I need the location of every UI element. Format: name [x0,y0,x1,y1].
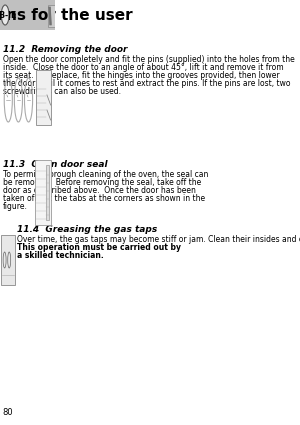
Text: a skilled technician.: a skilled technician. [16,251,103,260]
Ellipse shape [1,5,9,25]
Bar [36,70,51,125]
Text: inside.  Close the door to an angle of about 45°, lift it and remove it from: inside. Close the door to an angle of ab… [3,63,283,72]
Text: screwdrivers can also be used.: screwdrivers can also be used. [3,87,121,96]
Text: be removed.  Before removing the seal, take off the: be removed. Before removing the seal, ta… [3,178,201,187]
Bar [46,165,49,220]
Text: Over time, the gas taps may become stiff or jam. Clean their insides and change : Over time, the gas taps may become stiff… [16,235,300,244]
Text: taken off, lift the tabs at the corners as shown in the: taken off, lift the tabs at the corners … [3,194,205,203]
Text: the door until it comes to rest and extract the pins. If the pins are lost, two: the door until it comes to rest and extr… [3,79,290,88]
Text: its seat.  To replace, fit the hinges into the grooves provided, then lower: its seat. To replace, fit the hinges int… [3,71,279,80]
Text: This operation must be carried out by: This operation must be carried out by [16,243,181,252]
Text: 11.3  Oven door seal: 11.3 Oven door seal [3,160,107,169]
Bar [1,235,15,285]
Text: To permit thorough cleaning of the oven, the seal can: To permit thorough cleaning of the oven,… [3,170,208,179]
Text: Open the door completely and fit the pins (supplied) into the holes from the: Open the door completely and fit the pin… [3,55,295,64]
Text: Instructions for the user: Instructions for the user [0,8,132,23]
Text: 11.4  Greasing the gas taps: 11.4 Greasing the gas taps [16,225,157,234]
Text: 11.2  Removing the door: 11.2 Removing the door [3,45,127,54]
Text: figure.: figure. [3,202,28,211]
Text: door as described above.  Once the door has been: door as described above. Once the door h… [3,186,196,195]
Bar [0,0,55,30]
Text: 80: 80 [3,408,13,417]
Text: GB-IE: GB-IE [0,11,17,20]
Bar [48,5,55,27]
Bar [35,160,51,225]
